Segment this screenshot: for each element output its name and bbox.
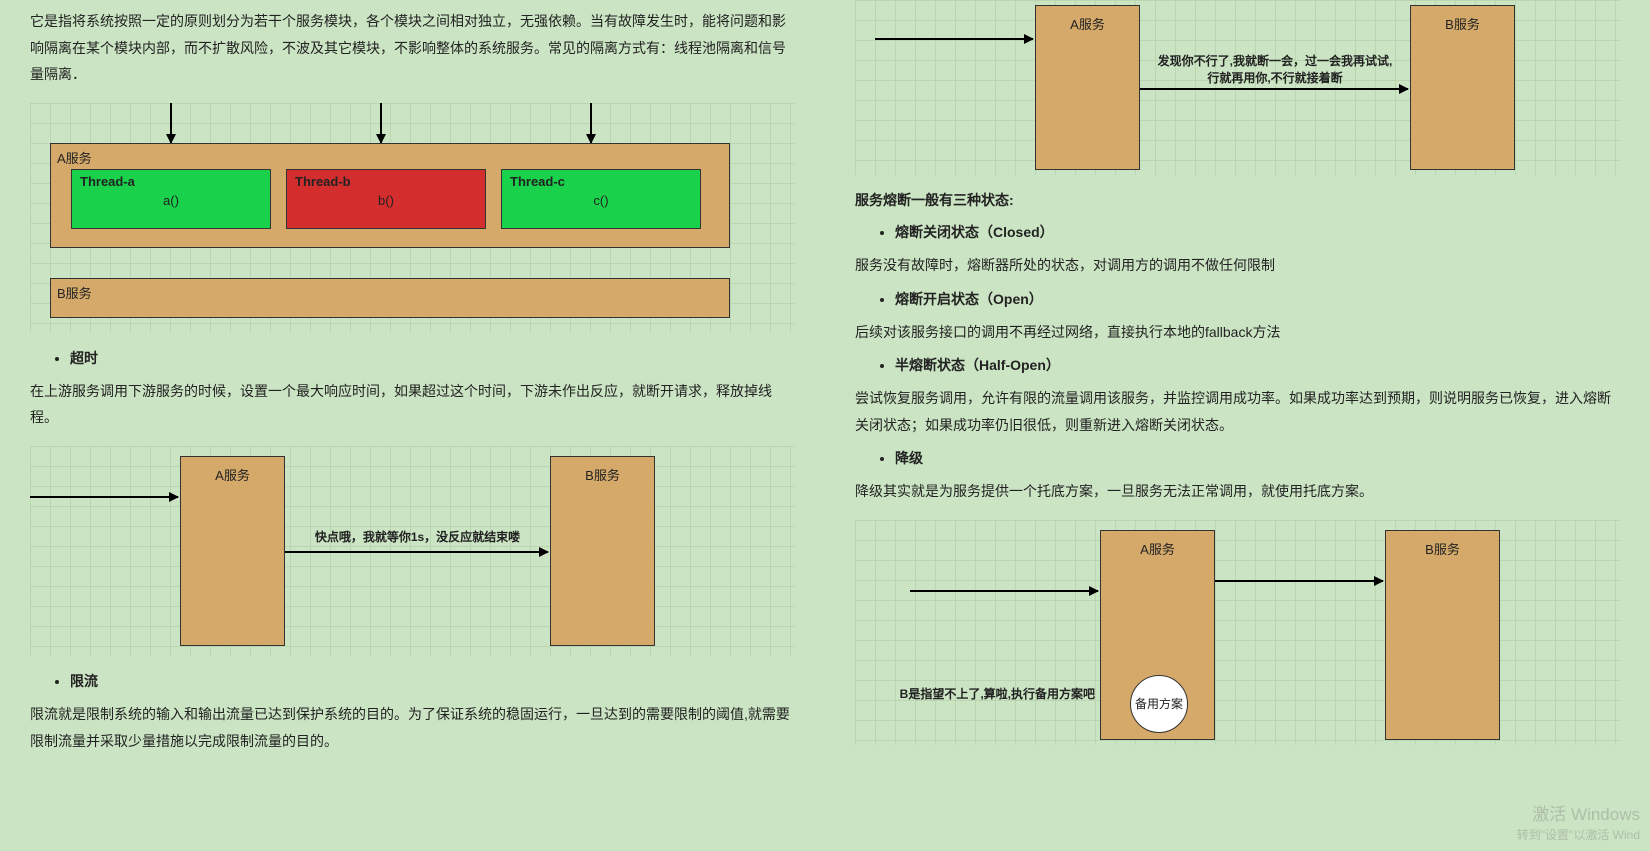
state-closed-label: 熔断关闭状态（Closed） [895, 222, 1620, 242]
arrow-down-2 [380, 103, 382, 143]
b-service-label-4: B服务 [1425, 542, 1460, 557]
arrow-in-2 [30, 496, 178, 498]
b-service-box-2: B服务 [550, 456, 655, 646]
a-service-label-3: A服务 [1070, 17, 1105, 32]
cb-caption: 发现你不行了,我就断一会，过一会我再试试, 行就再用你,不行就接着断 [1145, 52, 1405, 86]
arrow-in-3 [875, 38, 1033, 40]
left-column: 它是指将系统按照一定的原则划分为若干个服务模块，各个模块之间相对独立，无强依赖。… [0, 0, 825, 762]
ratelimit-heading: 限流 [70, 671, 795, 691]
thread-b-fn: b() [295, 193, 477, 208]
thread-c-name: Thread-c [510, 174, 565, 189]
thread-c-fn: c() [510, 193, 692, 208]
degrade-paragraph: 降级其实就是为服务提供一个托底方案，一旦服务无法正常调用，就使用托底方案。 [855, 478, 1620, 505]
thread-b: Thread-b b() [286, 169, 486, 229]
arrow-ab-2 [285, 551, 548, 553]
a-service-label: A服务 [57, 151, 92, 166]
right-column: A服务 B服务 发现你不行了,我就断一会，过一会我再试试, 行就再用你,不行就接… [825, 0, 1650, 762]
watermark-line2: 转到"设置"以激活 Wind [1517, 826, 1640, 843]
a-service-box-2: A服务 [180, 456, 285, 646]
a-service-box: A服务 Thread-a a() Thread-b b() Thread-c c… [50, 143, 730, 248]
thread-a-name: Thread-a [80, 174, 135, 189]
state-open-label: 熔断开启状态（Open） [895, 289, 1620, 309]
watermark-line1: 激活 Windows [1532, 800, 1640, 825]
thread-c: Thread-c c() [501, 169, 701, 229]
thread-a: Thread-a a() [71, 169, 271, 229]
thread-b-name: Thread-b [295, 174, 351, 189]
fallback-circle: 备用方案 [1130, 675, 1188, 733]
state-halfopen-label: 半熔断状态（Half-Open） [895, 355, 1620, 375]
arrow-in-4 [910, 590, 1098, 592]
b-service-label: B服务 [57, 286, 92, 301]
degrade-heading: 降级 [895, 448, 1620, 468]
b-service-box-4: B服务 [1385, 530, 1500, 740]
fallback-circle-label: 备用方案 [1135, 695, 1183, 712]
arrow-down-1 [170, 103, 172, 143]
state-closed-desc: 服务没有故障时，熔断器所处的状态，对调用方的调用不做任何限制 [855, 252, 1620, 279]
degrade-caption: B是指望不上了,算啦,执行备用方案吧 [875, 685, 1095, 702]
thread-a-fn: a() [80, 193, 262, 208]
a-service-box-3: A服务 [1035, 5, 1140, 170]
diagram-degrade: A服务 备用方案 B服务 B是指望不上了,算啦,执行备用方案吧 [855, 520, 1620, 745]
timeout-caption: 快点哦，我就等你1s，没反应就结束喽 [290, 528, 545, 545]
b-service-label-2: B服务 [585, 468, 620, 483]
b-service-box-3: B服务 [1410, 5, 1515, 170]
a-service-label-4: A服务 [1140, 542, 1175, 557]
arrow-down-3 [590, 103, 592, 143]
a-service-label-2: A服务 [215, 468, 250, 483]
diagram-isolation: A服务 Thread-a a() Thread-b b() Thread-c c… [30, 103, 795, 333]
arrow-ab-4 [1215, 580, 1383, 582]
b-service-label-3: B服务 [1445, 17, 1480, 32]
timeout-heading: 超时 [70, 348, 795, 368]
state-halfopen-desc: 尝试恢复服务调用，允许有限的流量调用该服务，并监控调用成功率。如果成功率达到预期… [855, 385, 1620, 438]
ratelimit-paragraph: 限流就是限制系统的输入和输出流量已达到保护系统的目的。为了保证系统的稳固运行，一… [30, 701, 795, 754]
states-heading: 服务熔断一般有三种状态: [855, 190, 1620, 210]
state-open-desc: 后续对该服务接口的调用不再经过网络，直接执行本地的fallback方法 [855, 319, 1620, 346]
b-service-box: B服务 [50, 278, 730, 318]
intro-paragraph: 它是指将系统按照一定的原则划分为若干个服务模块，各个模块之间相对独立，无强依赖。… [30, 8, 795, 88]
diagram-timeout: A服务 B服务 快点哦，我就等你1s，没反应就结束喽 [30, 446, 795, 656]
timeout-paragraph: 在上游服务调用下游服务的时候，设置一个最大响应时间，如果超过这个时间，下游未作出… [30, 378, 795, 431]
arrow-ab-3 [1140, 88, 1408, 90]
diagram-circuit-breaker: A服务 B服务 发现你不行了,我就断一会，过一会我再试试, 行就再用你,不行就接… [855, 0, 1620, 175]
